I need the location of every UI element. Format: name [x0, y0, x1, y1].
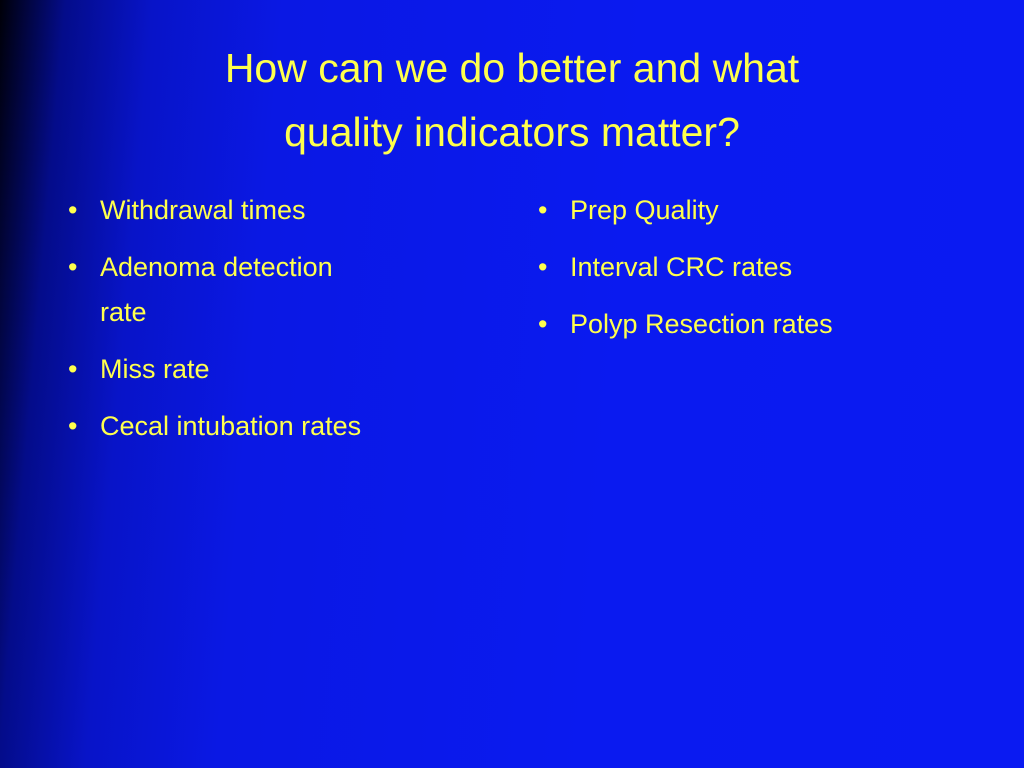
slide-title: How can we do better and what quality in… — [224, 45, 800, 155]
bullet-list-right: Prep Quality Interval CRC rates Polyp Re… — [538, 188, 978, 359]
bullet-item: Polyp Resection rates — [538, 302, 978, 347]
bullet-item: Adenoma detection rate — [68, 245, 370, 335]
bullet-item: Miss rate — [68, 347, 468, 392]
bullet-list-left: Withdrawal times Adenoma detection rate … — [68, 188, 468, 461]
bullet-item: Withdrawal times — [68, 188, 468, 233]
bullet-item: Prep Quality — [538, 188, 978, 233]
bullet-item: Cecal intubation rates — [68, 404, 468, 449]
bullet-item: Interval CRC rates — [538, 245, 978, 290]
